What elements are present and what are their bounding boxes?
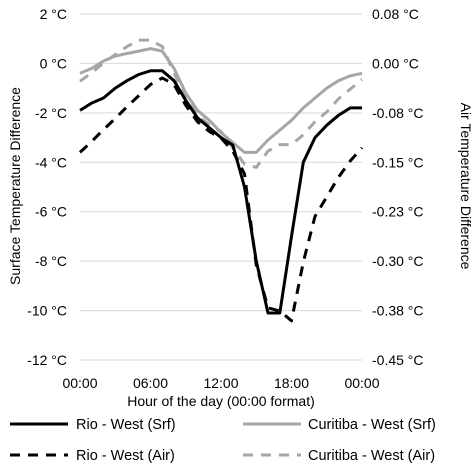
legend: Rio - West (Srf) Curitiba - West (Srf) R… — [10, 417, 436, 464]
x-axis-ticks: 00:00 06:00 12:00 18:00 00:00 — [62, 375, 379, 391]
legend-label-curitiba-srf: Curitiba - West (Srf) — [308, 417, 436, 433]
y-tick-label: -10 °C — [27, 303, 67, 319]
y2-tick-label: 0.00 °C — [372, 55, 419, 71]
left-axis-ticks: -12 °C -10 °C -8 °C -6 °C -4 °C -2 °C 0 °C 2 °C — [27, 6, 67, 368]
y-tick-label: -8 °C — [35, 253, 67, 269]
gridlines — [80, 13, 362, 361]
y-tick-label: 2 °C — [40, 6, 67, 22]
x-tick-label: 00:00 — [62, 375, 97, 391]
y-axis-title: Surface Temperature Difference — [7, 87, 23, 285]
y-tick-label: -2 °C — [35, 105, 67, 121]
y2-tick-label: -0.23 °C — [372, 204, 424, 220]
x-tick-label: 18:00 — [274, 375, 309, 391]
y-tick-label: -6 °C — [35, 204, 67, 220]
y2-tick-label: -0.15 °C — [372, 154, 424, 170]
y2-tick-label: 0.08 °C — [372, 6, 419, 22]
x-axis-title: Hour of the day (00:00 format) — [127, 393, 315, 409]
right-axis-ticks: -0.45 °C -0.38 °C -0.30 °C -0.23 °C -0.15 °C… — [372, 6, 424, 368]
y2-tick-label: -0.08 °C — [372, 105, 424, 121]
series-line-curitiba-west-air — [79, 38, 363, 169]
series-line-rio-west-srf — [79, 69, 362, 315]
y2-axis-title: Air Temperature Difference — [458, 103, 474, 270]
y2-tick-label: -0.30 °C — [372, 253, 424, 269]
series-lines — [78, 38, 364, 323]
y2-tick-label: -0.38 °C — [372, 303, 424, 319]
legend-label-rio-air: Rio - West (Air) — [76, 448, 175, 464]
legend-label-curitiba-air: Curitiba - West (Air) — [308, 448, 435, 464]
x-tick-label: 06:00 — [133, 375, 168, 391]
x-tick-label: 00:00 — [344, 375, 379, 391]
y-tick-label: -12 °C — [27, 352, 67, 368]
y-tick-label: 0 °C — [40, 55, 67, 71]
y-tick-label: -4 °C — [35, 154, 67, 170]
y2-tick-label: -0.45 °C — [372, 352, 424, 368]
x-tick-label: 12:00 — [203, 375, 238, 391]
series-line-rio-west-air — [78, 76, 364, 323]
legend-label-rio-srf: Rio - West (Srf) — [76, 417, 176, 433]
